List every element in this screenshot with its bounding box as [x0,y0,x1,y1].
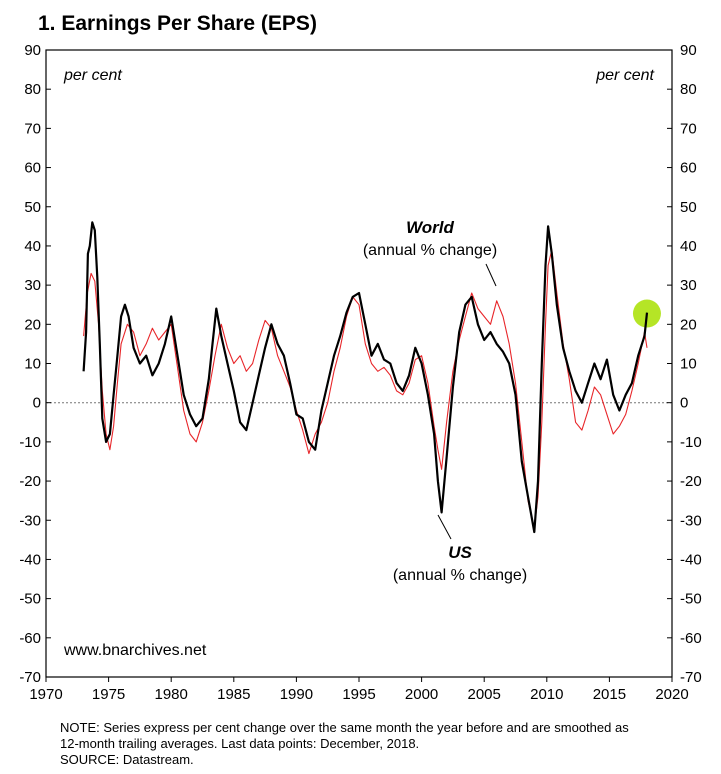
world-series-line [83,249,648,529]
y-tick-label-right: 90 [680,42,697,59]
y-tick-label-right: -50 [680,591,702,608]
y-tick-label-left: 60 [24,160,41,177]
y-tick-label-left: 90 [24,42,41,59]
x-tick-label: 1990 [280,686,313,703]
y-tick-label-left: -60 [19,630,41,647]
chart-title: 1. Earnings Per Share (EPS) [38,12,317,35]
y-unit-label-left: per cent [63,67,122,84]
note-line: 12-month trailing averages. Last data po… [60,736,420,751]
x-tick-label: 1980 [155,686,188,703]
chart-note: NOTE: Series express per cent change ove… [60,720,700,768]
y-tick-label-right: 70 [680,120,697,137]
y-tick-label-left: 20 [24,316,41,333]
us-series-line [82,221,649,534]
source-line: SOURCE: Datastream. [60,752,194,767]
us-annotation-name: US [448,543,472,562]
x-tick-label: 2000 [405,686,438,703]
x-tick-label: 2020 [655,686,688,703]
y-tick-label-right: -20 [680,473,702,490]
y-tick-label-right: 20 [680,316,697,333]
y-tick-label-right: 40 [680,238,697,255]
y-tick-label-right: 50 [680,199,697,216]
y-tick-label-right: -30 [680,512,702,529]
x-tick-label: 1970 [29,686,62,703]
y-unit-label-right: per cent [595,67,654,84]
y-tick-label-right: -40 [680,551,702,568]
watermark: www.bnarchives.net [63,642,207,659]
y-tick-label-right: 30 [680,277,697,294]
world-annotation-sub: (annual % change) [363,242,497,259]
x-tick-label: 2015 [593,686,626,703]
y-tick-label-left: 40 [24,238,41,255]
us-annotation-sub: (annual % change) [393,567,527,584]
y-tick-label-right: 80 [680,81,697,98]
y-tick-label-left: 30 [24,277,41,294]
y-tick-label-right: -70 [680,669,702,686]
x-tick-label: 2010 [530,686,563,703]
x-tick-label: 1985 [217,686,250,703]
y-tick-label-left: 0 [33,395,41,412]
world-annotation-pointer [485,263,497,287]
x-tick-label: 1995 [342,686,375,703]
y-tick-label-left: 50 [24,199,41,216]
y-tick-label-right: 10 [680,356,697,373]
y-tick-label-left: -40 [19,551,41,568]
y-tick-label-left: 70 [24,120,41,137]
y-tick-label-right: 60 [680,160,697,177]
y-tick-label-right: -60 [680,630,702,647]
y-tick-label-right: 0 [680,395,688,412]
world-annotation-name: World [406,218,454,237]
y-tick-label-left: -20 [19,473,41,490]
y-tick-label-right: -10 [680,434,702,451]
y-tick-label-left: -50 [19,591,41,608]
x-tick-label: 1975 [92,686,125,703]
note-line: NOTE: Series express per cent change ove… [60,720,629,735]
y-tick-label-left: -70 [19,669,41,686]
y-tick-label-left: 10 [24,356,41,373]
y-tick-label-left: -30 [19,512,41,529]
y-tick-label-left: -10 [19,434,41,451]
y-tick-label-left: 80 [24,81,41,98]
us-annotation-pointer [437,514,452,540]
x-tick-label: 2005 [468,686,501,703]
